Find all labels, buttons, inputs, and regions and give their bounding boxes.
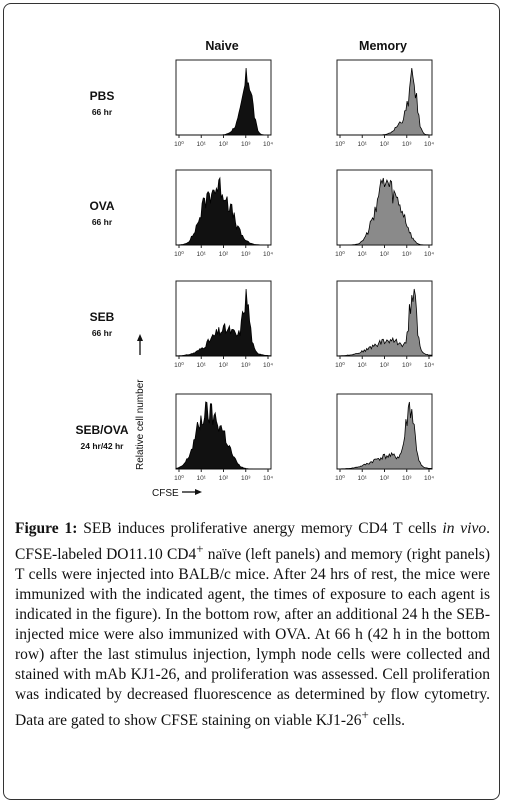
caption-text-3: naïve (left panels) and memory (right pa… [15, 546, 490, 730]
tick-label: 10⁰ [174, 250, 184, 258]
tick-label: 10² [219, 475, 229, 482]
tick-label: 10⁴ [263, 141, 273, 148]
figure-caption: Figure 1: SEB induces proliferative aner… [15, 519, 490, 731]
tick-label: 10⁴ [424, 141, 434, 148]
tick-label: 10⁰ [174, 140, 184, 148]
tick-label: 10⁰ [335, 140, 345, 148]
tick-label: 10² [219, 251, 229, 258]
tick-label: 10² [219, 362, 229, 369]
tick-label: 10⁴ [424, 475, 434, 482]
row-label-pbs: PBS [90, 89, 115, 103]
tick-label: 10¹ [197, 362, 207, 369]
row-label-ova: OVA [89, 199, 114, 213]
row-sublabel-seb-ova: 24 hr/42 hr [81, 441, 125, 451]
tick-label: 10³ [402, 362, 412, 369]
histogram-panel-seb-ova-memory: 10⁰ 10¹ 10² 10³ 10⁴ [335, 393, 434, 482]
tick-label: 10⁰ [174, 474, 184, 482]
histogram-curve [175, 176, 271, 246]
x-axis-label: CFSE [152, 488, 202, 499]
row-label-seb-ova: SEB/OVA [75, 423, 128, 437]
histogram-curve [176, 67, 271, 136]
tick-label: 10⁰ [174, 361, 184, 369]
tick-label: 10¹ [358, 251, 368, 258]
row-sublabel-seb: 66 hr [92, 328, 113, 338]
histogram-panel-seb-memory: 10⁰ 10¹ 10² 10³ 10⁴ [335, 280, 434, 369]
tick-label: 10² [380, 362, 390, 369]
tick-label: 10³ [402, 475, 412, 482]
row-sublabel-ova: 66 hr [92, 217, 113, 227]
tick-label: 10³ [241, 251, 251, 258]
tick-label: 10⁴ [263, 362, 273, 369]
row-label-seb: SEB [90, 310, 115, 324]
x-axis-label-text: CFSE [152, 488, 179, 499]
histogram-panel-ova-naive: 10⁰ 10¹ 10² 10³ 10⁴ [174, 169, 273, 258]
caption-superscript-1: + [196, 541, 204, 556]
caption-text-4: cells. [368, 712, 405, 730]
tick-label: 10⁴ [263, 251, 273, 258]
caption-text-2: . CFSE-labeled DO11.10 CD4 [15, 520, 490, 564]
histogram-panel-seb-ova-naive: 10⁰ 10¹ 10² 10³ 10⁴ [174, 393, 273, 482]
histogram-panel-pbs-naive: 10⁰ 10¹ 10² 10³ 10⁴ [174, 59, 273, 148]
tick-label: 10¹ [197, 475, 207, 482]
tick-label: 10² [219, 141, 229, 148]
tick-label: 10⁴ [424, 251, 434, 258]
column-title-memory: Memory [359, 39, 407, 53]
tick-label: 10² [380, 475, 390, 482]
tick-label: 10⁰ [335, 361, 345, 369]
tick-label: 10⁰ [335, 474, 345, 482]
tick-label: 10³ [241, 141, 251, 148]
tick-label: 10¹ [197, 251, 207, 258]
tick-label: 10⁴ [424, 362, 434, 369]
tick-label: 10¹ [358, 141, 368, 148]
tick-label: 10¹ [358, 475, 368, 482]
tick-label: 10² [380, 251, 390, 258]
tick-label: 10¹ [358, 362, 368, 369]
figure-frame [3, 3, 500, 800]
caption-italic: in vivo [442, 520, 487, 537]
tick-label: 10¹ [197, 141, 207, 148]
caption-superscript-2: + [361, 707, 369, 723]
tick-label: 10³ [402, 251, 412, 258]
histogram-figure: Naive Memory PBS 66 hr OVA 66 hr SEB 66 hr SEB… [75, 39, 434, 499]
histogram-curve [336, 288, 433, 357]
histogram-curve [337, 177, 432, 246]
histogram-curve [175, 401, 271, 470]
caption-label: Figure 1: [15, 520, 78, 537]
tick-label: 10³ [241, 362, 251, 369]
tick-label: 10³ [402, 141, 412, 148]
tick-label: 10⁰ [335, 250, 345, 258]
histogram-curve [336, 401, 433, 470]
histogram-panel-seb-naive: 10⁰ 10¹ 10² 10³ 10⁴ [174, 280, 273, 369]
row-sublabel-pbs: 66 hr [92, 107, 113, 117]
tick-label: 10³ [241, 475, 251, 482]
histogram-curve [175, 288, 272, 357]
tick-label: 10² [380, 141, 390, 148]
histogram-panel-pbs-memory: 10⁰ 10¹ 10² 10³ 10⁴ [335, 59, 434, 148]
column-title-naive: Naive [205, 39, 238, 53]
tick-label: 10⁴ [263, 475, 273, 482]
caption-text-1: SEB induces proliferative anergy memory … [77, 520, 443, 537]
y-axis-label-text: Relative cell number [135, 379, 146, 470]
y-axis-label: Relative cell number [135, 334, 146, 470]
histogram-curve [337, 67, 433, 136]
histogram-panel-ova-memory: 10⁰ 10¹ 10² 10³ 10⁴ [335, 169, 434, 258]
